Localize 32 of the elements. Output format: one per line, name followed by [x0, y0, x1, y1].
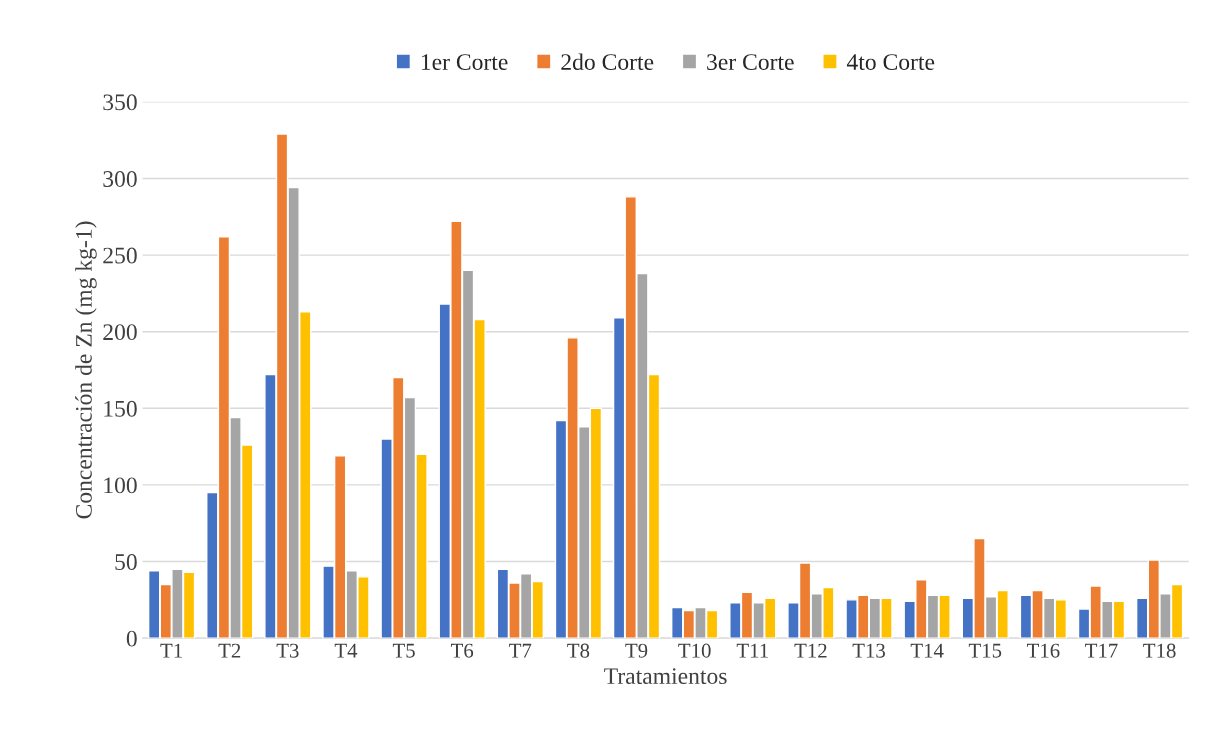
x-tick-label: T6 — [451, 643, 474, 658]
legend-label: 4to Corte — [846, 54, 935, 71]
y-tick-label: 300 — [103, 170, 137, 187]
x-tick-label: T2 — [218, 643, 241, 658]
y-tick-label: 350 — [103, 94, 137, 111]
x-tick-label: T3 — [276, 643, 299, 658]
legend-label: 1er Corte — [421, 54, 508, 71]
x-tick-label: T17 — [1085, 643, 1118, 658]
legend-label: 3er Corte — [707, 54, 794, 71]
x-tick-label: T7 — [509, 643, 532, 658]
x-tick-label: T4 — [334, 643, 358, 658]
x-tick-label: T15 — [968, 643, 1002, 658]
x-tick-label: T8 — [567, 643, 590, 658]
legend-label: 2do Corte — [561, 53, 654, 71]
x-tick-label: T10 — [678, 643, 711, 658]
x-tick-label: T13 — [852, 643, 885, 658]
x-tick-label: T11 — [736, 643, 768, 658]
y-tick-label: 50 — [115, 554, 137, 570]
y-tick-label: 150 — [104, 400, 137, 417]
x-tick-label: T16 — [1026, 643, 1060, 658]
x-tick-label: T12 — [794, 643, 827, 658]
x-axis-title: Tratamientos — [604, 668, 727, 685]
x-tick-label: T5 — [392, 643, 415, 658]
y-tick-label: 200 — [103, 324, 137, 341]
y-tick-label: 250 — [103, 247, 137, 264]
x-tick-label: T18 — [1143, 643, 1176, 658]
y-axis-title: Concentración de Zn (mg kg-1) — [75, 221, 97, 519]
x-tick-label: T14 — [910, 643, 944, 658]
y-tick-label: 0 — [126, 630, 137, 647]
y-tick-label: 100 — [104, 477, 137, 494]
x-tick-label: T9 — [625, 643, 648, 658]
x-tick-label: T1 — [160, 643, 182, 658]
